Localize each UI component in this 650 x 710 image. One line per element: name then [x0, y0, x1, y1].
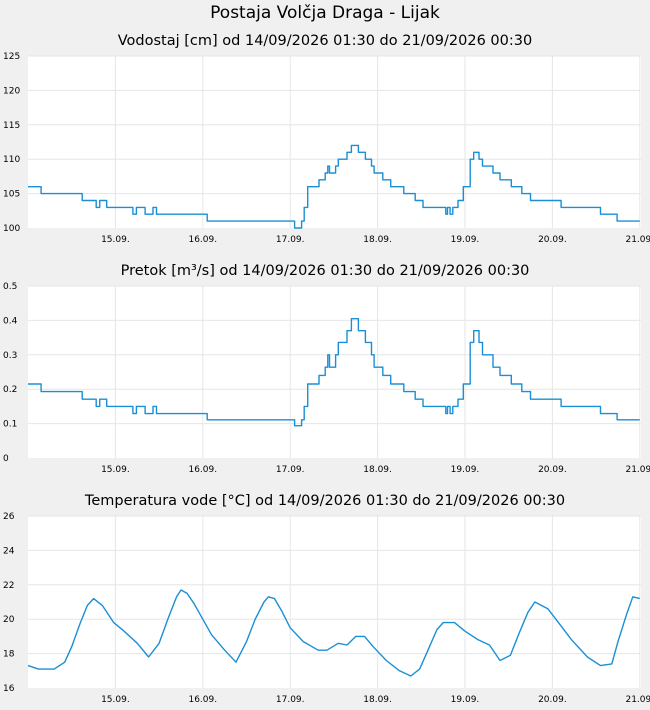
x-tick-label: 18.09. — [363, 695, 392, 705]
page-title: Postaja Volčja Draga - Lijak — [210, 3, 440, 23]
x-tick-label: 19.09. — [451, 235, 480, 245]
x-tick-label: 15.09. — [101, 235, 130, 245]
plot-area — [28, 516, 641, 688]
x-tick-label: 20.09. — [538, 465, 567, 475]
x-tick-label: 16.09. — [188, 465, 217, 475]
y-tick-label: 110 — [3, 155, 20, 165]
series-line — [28, 144, 640, 229]
x-tick-label: 18.09. — [363, 235, 392, 245]
x-tick-label: 15.09. — [101, 465, 130, 475]
chart-title: Pretok [m³/s] od 14/09/2026 01:30 do 21/… — [121, 263, 530, 279]
y-tick-label: 100 — [3, 224, 20, 234]
chart-3: Temperatura vode [°C] od 14/09/2026 01:3… — [3, 493, 650, 705]
y-tick-label: 125 — [3, 52, 20, 62]
y-tick-label: 0.5 — [3, 282, 17, 292]
chart-2: Pretok [m³/s] od 14/09/2026 01:30 do 21/… — [3, 263, 650, 475]
y-tick-label: 0.3 — [3, 351, 17, 361]
plot-area — [28, 56, 641, 228]
x-tick-label: 15.09. — [101, 695, 130, 705]
x-tick-label: 17.09. — [276, 465, 305, 475]
y-tick-label: 115 — [3, 121, 20, 131]
y-tick-label: 26 — [3, 512, 15, 522]
x-tick-label: 18.09. — [363, 465, 392, 475]
y-tick-label: 105 — [3, 190, 20, 200]
x-tick-label: 17.09. — [276, 695, 305, 705]
y-tick-label: 0.1 — [3, 420, 17, 430]
y-tick-label: 24 — [3, 546, 15, 556]
series-line — [28, 318, 640, 427]
x-tick-label: 21.09. — [625, 695, 650, 705]
x-tick-label: 20.09. — [538, 695, 567, 705]
series-line — [27, 589, 640, 677]
x-tick-label: 16.09. — [188, 695, 217, 705]
y-tick-label: 18 — [3, 650, 15, 660]
x-tick-label: 17.09. — [276, 235, 305, 245]
y-tick-label: 0.4 — [3, 316, 18, 326]
chart-title: Temperatura vode [°C] od 14/09/2026 01:3… — [84, 493, 565, 509]
x-tick-label: 21.09. — [625, 465, 650, 475]
chart-title: Vodostaj [cm] od 14/09/2026 01:30 do 21/… — [118, 33, 532, 49]
x-tick-label: 19.09. — [451, 465, 480, 475]
y-tick-label: 0.2 — [3, 385, 17, 395]
x-tick-label: 19.09. — [451, 695, 480, 705]
y-tick-label: 22 — [3, 581, 14, 591]
x-tick-label: 16.09. — [188, 235, 217, 245]
x-tick-label: 20.09. — [538, 235, 567, 245]
y-tick-label: 0 — [3, 454, 9, 464]
y-tick-label: 120 — [3, 86, 20, 96]
y-tick-label: 16 — [3, 684, 15, 694]
y-tick-label: 20 — [3, 615, 15, 625]
x-tick-label: 21.09. — [625, 235, 650, 245]
chart-1: Vodostaj [cm] od 14/09/2026 01:30 do 21/… — [3, 33, 650, 245]
plot-area — [28, 286, 641, 458]
